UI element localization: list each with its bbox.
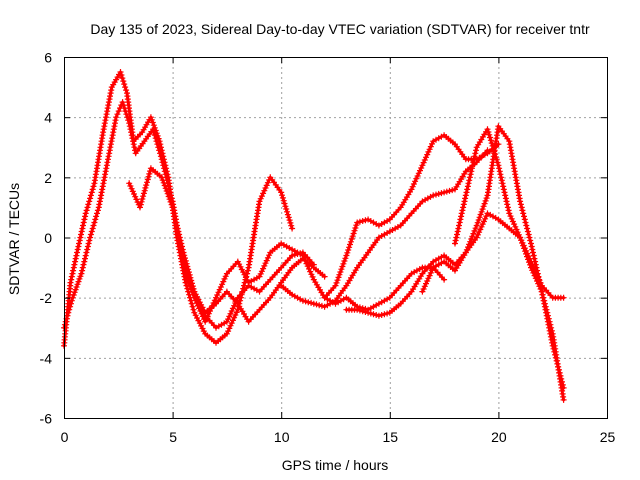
y-tick-label: 2: [44, 170, 52, 186]
series-satellite-track-9: [452, 126, 567, 403]
y-tick-label: 6: [44, 50, 52, 66]
y-tick-label: -6: [40, 411, 53, 427]
y-axis-label: SDTVAR / TECUs: [6, 183, 22, 295]
x-tick-label: 5: [169, 429, 177, 445]
tick-labels-layer: 0 5 10 15 20 25 -6 -4 -2 0 2 4 6: [40, 50, 616, 446]
y-tick-label: -2: [40, 290, 53, 306]
plus-markers: [278, 147, 491, 310]
plus-markers: [126, 165, 328, 325]
x-tick-label: 0: [61, 429, 69, 445]
plus-markers: [452, 126, 567, 403]
ticks-layer: [64, 57, 608, 419]
x-tick-label: 15: [383, 429, 399, 445]
x-axis-label: GPS time / hours: [282, 457, 389, 473]
series-satellite-track-5: [278, 147, 491, 310]
y-tick-label: 4: [44, 110, 52, 126]
y-tick-label: 0: [44, 230, 52, 246]
x-tick-label: 10: [274, 429, 290, 445]
x-tick-label: 25: [600, 429, 616, 445]
series-satellite-track-6: [321, 132, 502, 301]
series-satellite-track-3: [126, 165, 328, 325]
chart-title: Day 135 of 2023, Sidereal Day-to-day VTE…: [90, 21, 590, 37]
x-tick-label: 20: [491, 429, 507, 445]
y-tick-label: -4: [40, 350, 53, 366]
